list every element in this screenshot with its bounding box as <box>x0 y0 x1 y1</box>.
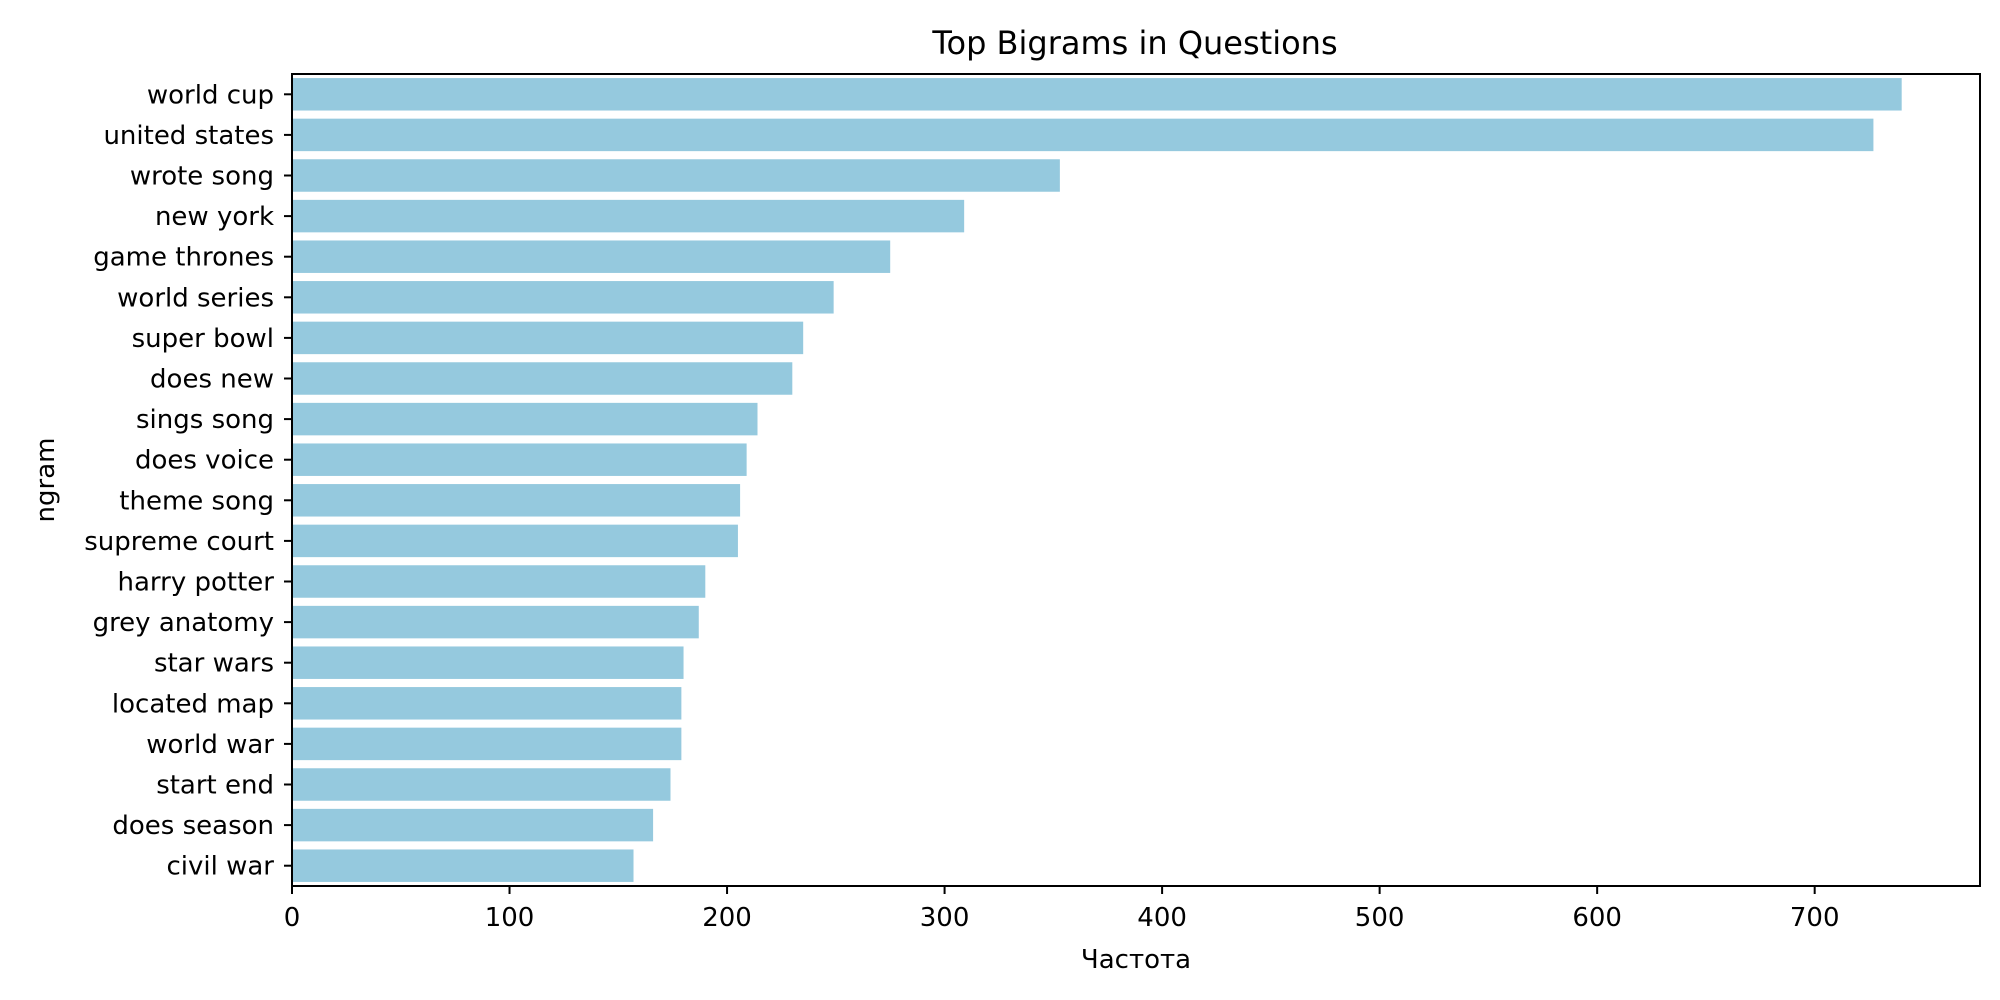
y-tick-label: theme song <box>119 486 274 516</box>
bar <box>292 565 706 598</box>
y-axis-label: ngram <box>31 438 61 523</box>
y-tick-label: star wars <box>154 649 274 679</box>
bar <box>292 808 654 842</box>
x-tick-label: 400 <box>1137 903 1187 933</box>
bar <box>292 646 684 679</box>
bar <box>292 687 682 720</box>
bar <box>292 362 793 395</box>
bar <box>292 443 747 476</box>
bar <box>292 321 804 355</box>
y-tick-label: wrote song <box>130 162 274 192</box>
y-tick-label: does new <box>150 365 274 395</box>
y-tick-label: united states <box>103 121 274 151</box>
y-tick-label: supreme court <box>84 527 274 557</box>
bar <box>292 524 738 558</box>
plot-frame <box>291 73 1981 887</box>
y-axis-ticks: world cup united states wrote song new york… <box>84 80 292 882</box>
x-tick-label: 200 <box>702 903 752 933</box>
bar <box>292 78 1902 111</box>
bar <box>292 849 634 882</box>
bar <box>292 402 758 436</box>
bar <box>292 159 1060 192</box>
x-tick-label: 700 <box>1790 903 1840 933</box>
bar <box>292 768 671 801</box>
chart-title: Top Bigrams in Questions <box>931 24 1337 62</box>
y-tick-label: harry potter <box>118 568 275 598</box>
x-tick-label: 600 <box>1572 903 1622 933</box>
x-tick-label: 100 <box>485 903 535 933</box>
y-tick-label: civil war <box>166 852 274 882</box>
y-tick-label: world war <box>146 730 274 760</box>
y-tick-label: start end <box>156 771 274 801</box>
y-tick-label: does voice <box>135 446 274 476</box>
y-tick-label: super bowl <box>132 324 274 354</box>
y-tick-label: located map <box>112 689 274 719</box>
y-tick-label: does season <box>112 811 274 841</box>
bar <box>292 605 699 639</box>
bar <box>292 199 965 233</box>
bars-group <box>292 78 1902 882</box>
x-tick-label: 0 <box>284 903 301 933</box>
y-tick-label: game thrones <box>93 243 274 273</box>
y-tick-label: world cup <box>147 80 274 110</box>
x-axis-label: Частота <box>1081 945 1191 975</box>
x-tick-label: 500 <box>1355 903 1405 933</box>
bar <box>292 484 741 517</box>
bar <box>292 240 891 273</box>
bar <box>292 281 834 314</box>
x-axis-ticks: 0 100 200 300 400 500 600 700 <box>284 886 1840 933</box>
bar <box>292 118 1874 152</box>
y-tick-label: new york <box>155 202 274 232</box>
y-tick-label: sings song <box>136 405 274 435</box>
y-tick-label: world series <box>117 283 274 313</box>
y-tick-label: grey anatomy <box>93 608 274 638</box>
bar <box>292 727 682 761</box>
x-tick-label: 300 <box>920 903 970 933</box>
